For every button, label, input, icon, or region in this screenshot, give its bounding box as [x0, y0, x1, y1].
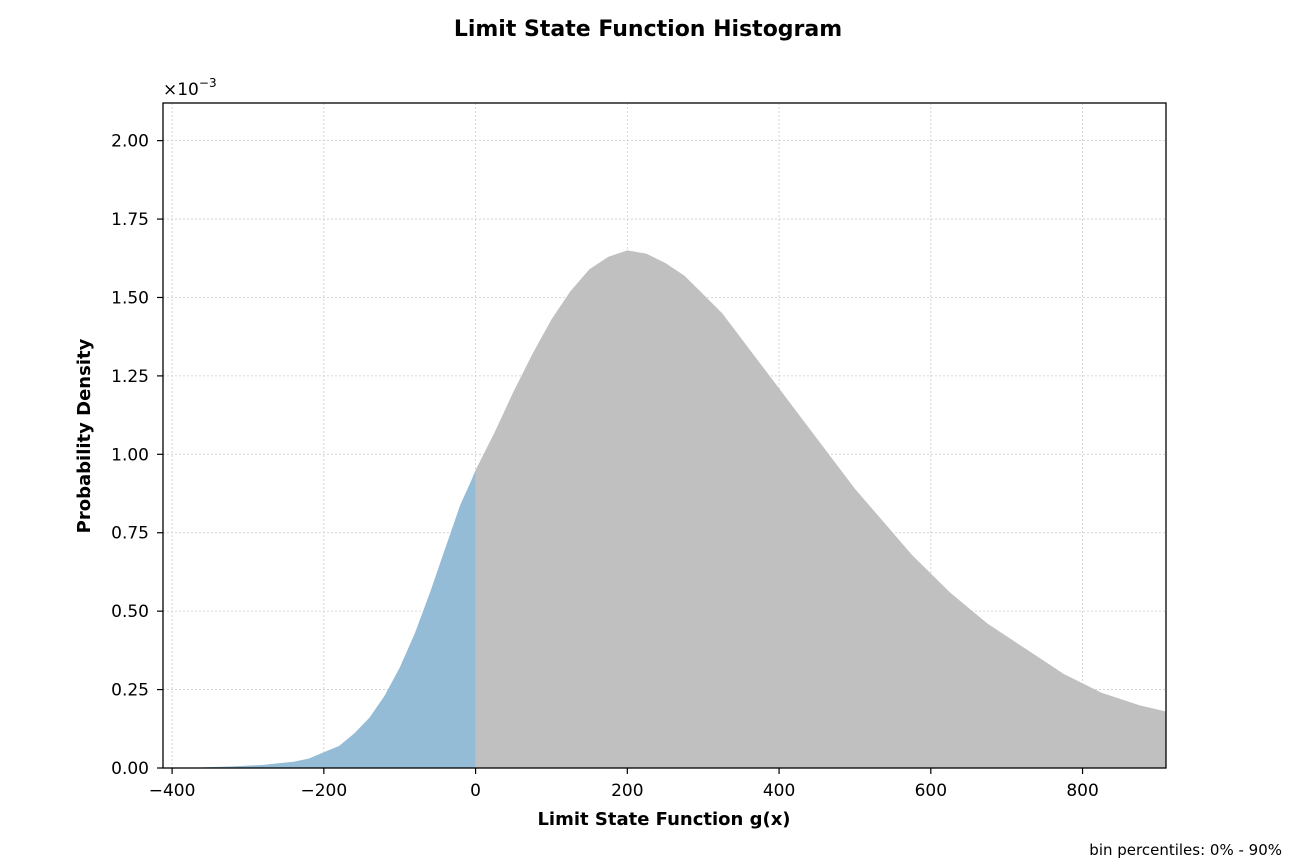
y-tick-label: 1.25 [111, 367, 149, 387]
x-tick-label: 200 [611, 781, 643, 801]
histogram-series [475, 250, 1167, 768]
y-tick-label: 0.50 [111, 602, 149, 622]
x-tick-label: 0 [470, 781, 481, 801]
x-tick-label: 600 [915, 781, 947, 801]
bin-percentiles-note: bin percentiles: 0% - 90% [1089, 841, 1282, 859]
y-axis-label: Probability Density [74, 338, 95, 533]
x-tick-label: 400 [763, 781, 795, 801]
plot-frame [162, 102, 1167, 769]
y-tick-label: 1.75 [111, 210, 149, 230]
histogram-bars [202, 250, 1167, 768]
x-tick-label: 800 [1066, 781, 1098, 801]
y-tick-label: 1.00 [111, 445, 149, 465]
y-scale-factor: ×10−3 [163, 76, 217, 100]
x-tick-label: −200 [300, 781, 347, 801]
y-tick-label: 2.00 [111, 132, 149, 152]
histogram-series [202, 470, 476, 768]
y-tick-label: 0.75 [111, 524, 149, 544]
x-axis-label: Limit State Function g(x) [537, 809, 790, 830]
chart-title: Limit State Function Histogram [454, 17, 842, 42]
y-tick-label: 0.25 [111, 681, 149, 701]
y-tick-label: 1.50 [111, 288, 149, 308]
x-axis-ticks: −400 −200 0 200 400 600 800 [149, 768, 1099, 801]
x-tick-label: −400 [149, 781, 196, 801]
y-tick-label: 0.00 [111, 759, 149, 779]
y-axis-ticks: 0.00 0.25 0.50 0.75 1.00 1.25 1.50 1.75 2.00 [111, 132, 163, 779]
